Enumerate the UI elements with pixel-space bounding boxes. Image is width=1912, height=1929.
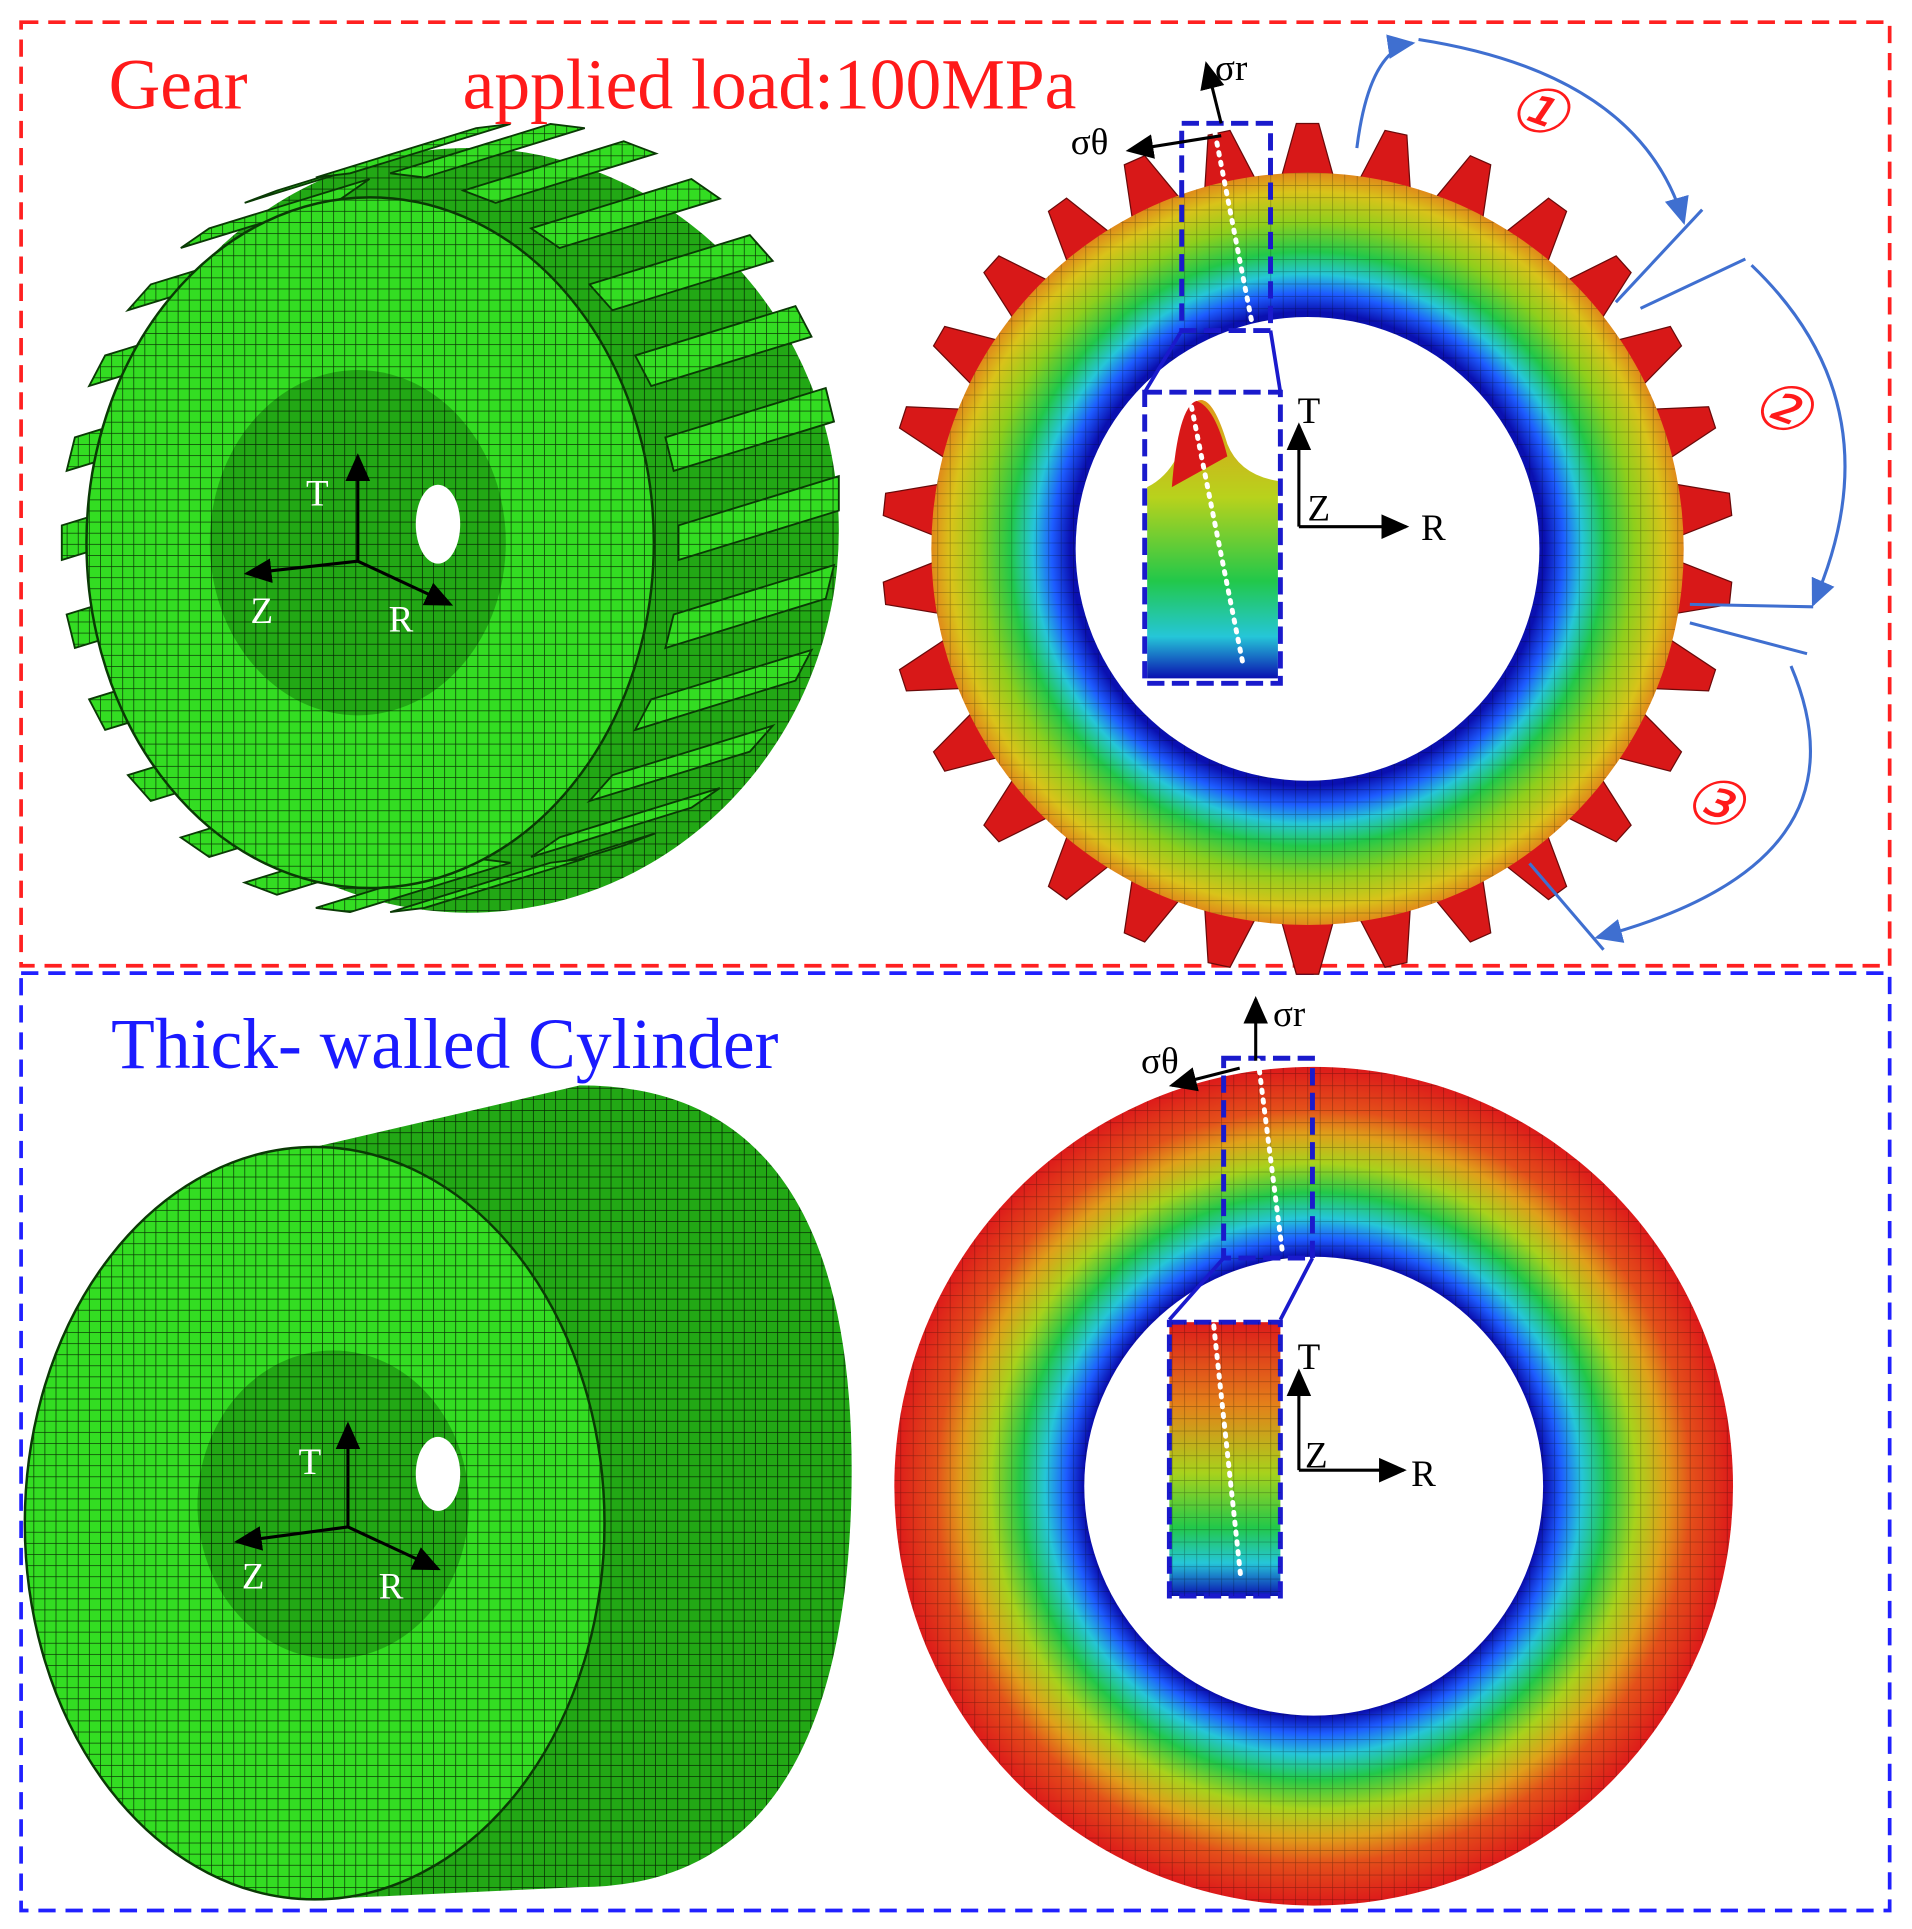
- gear-tooth: [664, 563, 836, 650]
- region-label: ③: [1674, 759, 1756, 847]
- axis-r: R: [379, 1566, 404, 1607]
- gear-tooth: [633, 648, 814, 732]
- axis-r: R: [389, 599, 414, 640]
- gear-tooth: [586, 723, 776, 803]
- region-label: ①: [1499, 67, 1581, 155]
- gear-panel: [19, 20, 1892, 968]
- axis-arrows: [233, 61, 1410, 1571]
- region-label: ②: [1742, 365, 1824, 453]
- region-arrows: [1355, 34, 1847, 951]
- cylinder-panel: [19, 971, 1892, 1913]
- axis-z: Z: [251, 591, 274, 632]
- sigma-theta: σθ: [1141, 1041, 1179, 1082]
- cylinder-stress-contour: [894, 1055, 1734, 1906]
- gear-title: Gear: [109, 46, 248, 125]
- inset-r: R: [1421, 508, 1446, 549]
- node-path: [1189, 130, 1255, 669]
- cylinder-mesh-model: [23, 1085, 852, 1901]
- gear-tooth: [315, 123, 511, 179]
- gear-tooth: [587, 234, 775, 312]
- inset-z: Z: [1305, 1436, 1328, 1477]
- gear-stress-contour: [882, 120, 1733, 975]
- gear-tooth: [389, 857, 586, 913]
- gear-tooth: [389, 123, 586, 179]
- gear-tooth: [677, 474, 840, 562]
- inset-t: T: [1298, 1337, 1321, 1378]
- gear-mesh-model: [60, 123, 840, 914]
- zoom-lines: [1143, 329, 1283, 394]
- inset-t: T: [1298, 391, 1321, 432]
- sigma-r: σr: [1273, 994, 1305, 1035]
- inset-r: R: [1411, 1454, 1436, 1495]
- axis-z: Z: [242, 1557, 265, 1598]
- sigma-theta: σθ: [1071, 122, 1109, 163]
- bore-opening: [415, 484, 461, 564]
- gear-tooth: [633, 304, 813, 388]
- load-label: applied load:100MPa: [463, 46, 1077, 125]
- gear-tooth: [460, 140, 659, 204]
- axis-t: T: [299, 1442, 322, 1483]
- axis-t: T: [306, 474, 329, 515]
- gear-tooth: [664, 386, 836, 473]
- gear-tooth: [528, 178, 722, 249]
- cylinder-title: Thick- walled Cylinder: [111, 1005, 778, 1084]
- gear-tooth: [530, 787, 721, 858]
- sigma-r: σr: [1215, 48, 1247, 89]
- inset-z: Z: [1308, 488, 1331, 529]
